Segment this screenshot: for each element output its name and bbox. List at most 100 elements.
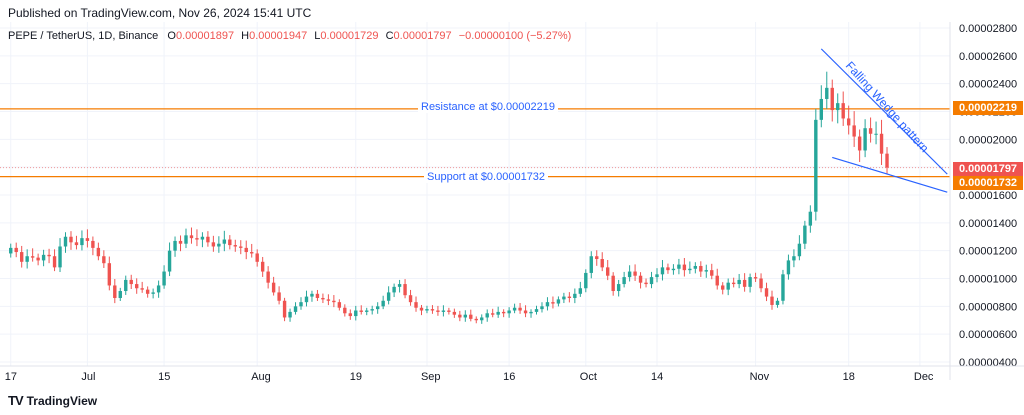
candle-body (365, 310, 369, 312)
candle-body (337, 302, 342, 308)
close-label: C (385, 30, 394, 42)
candle-body (250, 252, 254, 254)
y-tick-label: 0.00000400 (959, 357, 1017, 369)
chart-grid (0, 22, 950, 366)
candle-body (348, 313, 352, 317)
candle-body (649, 277, 654, 285)
candle-body (200, 236, 205, 240)
candle-body (474, 318, 478, 321)
candle-body (885, 153, 889, 168)
candle-body (392, 286, 396, 293)
candle-body (156, 285, 161, 293)
tradingview-brand[interactable]: TV TradingView (8, 393, 97, 408)
candle-body (299, 302, 303, 307)
candle-body (277, 292, 281, 301)
candle-body (145, 289, 150, 294)
candle-body (178, 240, 183, 244)
candle-body (770, 296, 774, 305)
candle-body (868, 128, 873, 134)
candle-body (819, 98, 823, 120)
wedge-lower-line (832, 156, 948, 193)
x-tick-label: 16 (503, 371, 515, 383)
candle-body (841, 103, 845, 119)
x-tick-label: Jul (81, 371, 95, 383)
candle-body (288, 311, 292, 318)
candle-body (469, 314, 473, 319)
symbol-info-bar: PEPE / TetherUS, 1D, Binance O0.00001897… (8, 30, 575, 42)
candle-body (124, 279, 128, 292)
published-note: Published on TradingView.com, Nov 26, 20… (8, 6, 312, 20)
candle-body (41, 254, 46, 261)
candle-body (244, 247, 248, 253)
candle-body (260, 261, 265, 272)
time-axis[interactable]: 17 Jul 15 Aug 19 Sep 16 Oct 14 Nov 18 Dec (0, 365, 1024, 383)
candle-body (189, 235, 194, 239)
candle-body (846, 118, 851, 126)
candle-body (441, 310, 446, 312)
candle-body (562, 296, 566, 300)
candle-body (584, 272, 588, 289)
candle-body (540, 306, 544, 310)
candle-body (266, 271, 270, 283)
support-resistance-lines (0, 108, 950, 178)
symbol-name[interactable]: PEPE / TetherUS, 1D, Binance (8, 30, 159, 42)
x-tick-label: Dec (914, 371, 934, 383)
x-tick-label: 17 (5, 371, 17, 383)
x-tick-label: 15 (158, 371, 170, 383)
y-tick-label: 0.00000600 (959, 329, 1017, 341)
candle-body (233, 245, 237, 247)
candle-body (775, 300, 780, 305)
x-tick-label: Oct (580, 371, 597, 383)
candle-body (9, 247, 13, 254)
candle-body (228, 239, 232, 246)
candle-body (129, 279, 133, 285)
candle-body (463, 314, 468, 318)
candle-body (414, 302, 418, 308)
candle-body (753, 277, 758, 279)
candle-body (30, 256, 35, 258)
candle-body (408, 295, 413, 303)
candle-body (803, 225, 807, 244)
candle-body (852, 125, 856, 137)
candle-body (825, 87, 829, 99)
resistance-label: Resistance at $0.00002219 (418, 101, 558, 113)
open-label: O (167, 30, 176, 42)
candle-body (343, 307, 347, 314)
candle-body (611, 275, 615, 292)
candle-body (644, 282, 648, 285)
candle-body (140, 288, 144, 290)
x-tick-label: 14 (651, 371, 663, 383)
candle-body (518, 307, 522, 311)
candle-body (430, 309, 435, 311)
candle-body (693, 265, 698, 269)
candle-body (69, 236, 73, 243)
candle-body (496, 311, 500, 315)
candle-body (633, 271, 637, 276)
candle-body (797, 243, 802, 257)
candle-body (704, 270, 708, 272)
candle-body (91, 240, 95, 248)
candle-body (206, 236, 210, 243)
candle-body (52, 256, 57, 268)
price-axis[interactable]: 0.000028000.000026000.000024000.00002200… (949, 22, 1017, 380)
close-value: 0.00001797 (393, 30, 452, 42)
high-label: H (241, 30, 250, 42)
candle-body (589, 256, 593, 273)
candle-body (118, 291, 122, 298)
candle-body (217, 243, 221, 247)
resistance-price-tag: 0.00002219 (953, 101, 1023, 115)
candle-body (321, 297, 325, 300)
y-tick-label: 0.00000800 (959, 301, 1017, 313)
candle-body (759, 278, 763, 289)
y-tick-label: 0.00002600 (959, 51, 1017, 63)
candle-body (113, 285, 117, 298)
candle-body (731, 282, 736, 285)
candle-body (874, 133, 878, 135)
candle-body (293, 306, 298, 312)
candle-body (397, 284, 402, 287)
candle-body (737, 279, 741, 285)
candle-body (556, 299, 561, 304)
y-tick-label: 0.00001400 (959, 218, 1017, 230)
support-label: Support at $0.00001732 (424, 171, 549, 183)
